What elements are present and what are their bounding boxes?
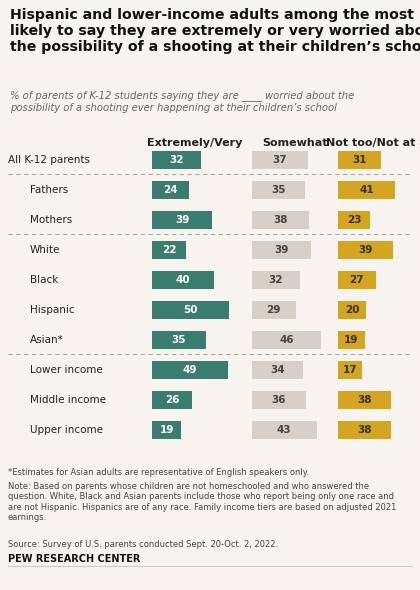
Bar: [338, 391, 391, 409]
Bar: [152, 421, 181, 439]
Bar: [152, 301, 229, 319]
Text: 29: 29: [267, 305, 281, 315]
Text: 39: 39: [358, 245, 373, 255]
Text: 39: 39: [175, 215, 189, 225]
Bar: [152, 361, 228, 379]
Text: 23: 23: [347, 215, 361, 225]
Text: Asian*: Asian*: [30, 335, 64, 345]
Bar: [338, 181, 395, 199]
Text: 46: 46: [279, 335, 294, 345]
Text: 36: 36: [272, 395, 286, 405]
Text: 38: 38: [273, 215, 288, 225]
Text: Upper income: Upper income: [30, 425, 103, 435]
Text: 32: 32: [170, 155, 184, 165]
Bar: [252, 271, 300, 289]
Text: 49: 49: [183, 365, 197, 375]
Text: Hispanic: Hispanic: [30, 305, 75, 315]
Text: Note: Based on parents whose children are not homeschooled and who answered the
: Note: Based on parents whose children ar…: [8, 482, 396, 522]
Bar: [252, 181, 304, 199]
Text: Not too/Not at all: Not too/Not at all: [326, 138, 420, 148]
Text: *Estimates for Asian adults are representative of English speakers only.: *Estimates for Asian adults are represen…: [8, 468, 309, 477]
Bar: [338, 211, 370, 229]
Bar: [152, 331, 206, 349]
Text: 43: 43: [277, 425, 291, 435]
Text: PEW RESEARCH CENTER: PEW RESEARCH CENTER: [8, 554, 140, 564]
Text: Source: Survey of U.S. parents conducted Sept. 20-Oct. 2, 2022.: Source: Survey of U.S. parents conducted…: [8, 540, 278, 549]
Text: 17: 17: [343, 365, 357, 375]
Bar: [152, 211, 212, 229]
Text: 19: 19: [160, 425, 174, 435]
Bar: [152, 151, 202, 169]
Bar: [338, 271, 376, 289]
Text: Middle income: Middle income: [30, 395, 106, 405]
Text: 27: 27: [349, 275, 364, 285]
Bar: [152, 271, 214, 289]
Text: 19: 19: [344, 335, 359, 345]
Bar: [252, 361, 303, 379]
Text: 37: 37: [273, 155, 287, 165]
Text: All K-12 parents: All K-12 parents: [8, 155, 90, 165]
Text: 35: 35: [271, 185, 286, 195]
Text: 26: 26: [165, 395, 179, 405]
Bar: [252, 301, 296, 319]
Text: Fathers: Fathers: [30, 185, 68, 195]
Text: 39: 39: [274, 245, 289, 255]
Text: 41: 41: [360, 185, 374, 195]
Text: 34: 34: [270, 365, 285, 375]
Text: 50: 50: [184, 305, 198, 315]
Bar: [152, 391, 192, 409]
Bar: [252, 421, 317, 439]
Bar: [338, 361, 362, 379]
Text: 38: 38: [357, 395, 372, 405]
Bar: [152, 241, 186, 259]
Text: 31: 31: [352, 155, 367, 165]
Bar: [338, 331, 365, 349]
Bar: [338, 241, 393, 259]
Bar: [338, 421, 391, 439]
Bar: [338, 301, 366, 319]
Text: Lower income: Lower income: [30, 365, 103, 375]
Text: 24: 24: [163, 185, 178, 195]
Bar: [252, 211, 309, 229]
Text: Black: Black: [30, 275, 58, 285]
Text: Mothers: Mothers: [30, 215, 72, 225]
Text: White: White: [30, 245, 60, 255]
Bar: [252, 151, 307, 169]
Bar: [252, 331, 321, 349]
Bar: [338, 151, 381, 169]
Bar: [252, 391, 306, 409]
Text: % of parents of K-12 students saying they are ____ worried about the
possibility: % of parents of K-12 students saying the…: [10, 90, 354, 113]
Text: 20: 20: [345, 305, 359, 315]
Text: 38: 38: [357, 425, 372, 435]
Text: Hispanic and lower-income adults among the most
likely to say they are extremely: Hispanic and lower-income adults among t…: [10, 8, 420, 54]
Text: 35: 35: [172, 335, 186, 345]
Text: 32: 32: [269, 275, 283, 285]
Bar: [152, 181, 189, 199]
Text: 40: 40: [176, 275, 190, 285]
Text: 22: 22: [162, 245, 176, 255]
Bar: [252, 241, 310, 259]
Text: Extremely/Very: Extremely/Very: [147, 138, 243, 148]
Text: Somewhat: Somewhat: [262, 138, 328, 148]
